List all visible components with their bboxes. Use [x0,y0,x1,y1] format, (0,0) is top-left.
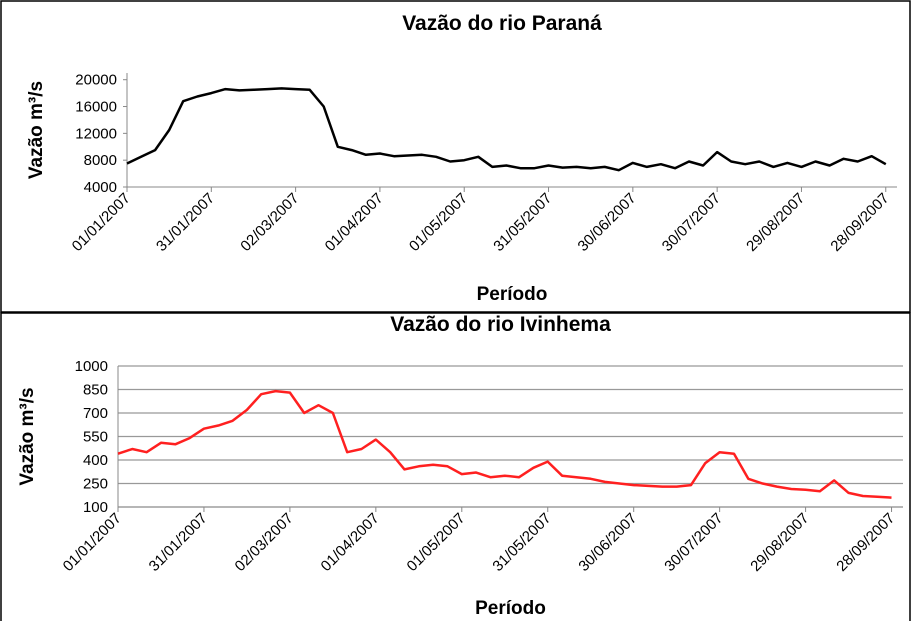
chart-title: Vazão do rio Paraná [402,12,602,35]
x-axis-label: Período [477,284,548,305]
y-tick-label: 400 [83,452,108,469]
x-tick-label: 28/09/2007 [827,190,892,255]
y-tick-label: 8000 [84,152,117,169]
x-tick-label: 01/01/2007 [69,190,134,255]
x-tick-label: 01/04/2007 [318,510,383,575]
y-tick-label: 12000 [75,125,117,142]
y-tick-label: 16000 [75,99,117,116]
x-tick-label: 02/03/2007 [237,190,302,255]
x-tick-label: 02/03/2007 [232,510,297,575]
x-tick-label: 31/01/2007 [146,510,211,575]
y-axis-label: Vazão m³/s [17,387,38,485]
y-tick-label: 250 [83,476,108,493]
data-line [126,87,887,172]
x-tick-label: 30/07/2007 [659,190,724,255]
chart-title: Vazão do rio Ivinhema [390,313,611,336]
x-tick-label: 29/08/2007 [747,510,812,575]
y-tick-label: 700 [83,405,108,422]
x-tick-label: 29/08/2007 [743,190,808,255]
x-tick-label: 01/05/2007 [404,510,469,575]
y-tick-label: 100 [83,499,108,516]
y-tick-label: 4000 [84,179,117,196]
panel-frame [0,0,911,313]
x-tick-label: 30/06/2007 [575,510,640,575]
x-tick-label: 31/01/2007 [153,190,218,255]
x-tick-label: 28/09/2007 [833,510,898,575]
x-tick-label: 30/06/2007 [575,190,640,255]
x-tick-label: 30/07/2007 [661,510,726,575]
x-axis-label: Período [475,598,546,619]
x-tick-label: 01/05/2007 [406,190,471,255]
y-tick-label: 850 [83,382,108,399]
panel-frame [0,312,911,621]
y-axis-label: Vazão m³/s [26,81,47,179]
x-tick-label: 01/01/2007 [60,510,125,575]
y-tick-label: 1000 [75,358,108,375]
y-tick-label: 550 [83,429,108,446]
x-tick-label: 01/04/2007 [322,190,387,255]
y-tick-label: 20000 [75,72,117,89]
x-tick-label: 31/05/2007 [489,510,554,575]
data-line [117,389,892,499]
x-tick-label: 31/05/2007 [490,190,555,255]
